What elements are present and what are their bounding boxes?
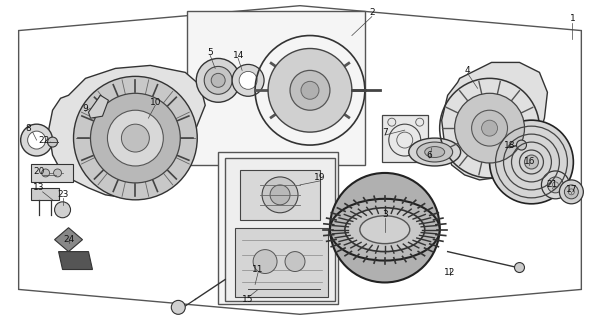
Circle shape [515, 262, 524, 273]
Circle shape [490, 120, 574, 204]
Circle shape [517, 140, 526, 150]
Text: 24: 24 [63, 235, 74, 244]
Circle shape [559, 180, 583, 204]
Circle shape [268, 49, 352, 132]
Circle shape [301, 81, 319, 99]
Text: 12: 12 [444, 268, 455, 277]
Polygon shape [88, 95, 109, 118]
Polygon shape [218, 152, 338, 304]
Circle shape [482, 120, 497, 136]
Circle shape [547, 177, 563, 193]
Polygon shape [225, 158, 335, 301]
Circle shape [196, 59, 240, 102]
Circle shape [47, 137, 58, 147]
Text: 21: 21 [547, 180, 558, 189]
Polygon shape [31, 164, 73, 182]
Ellipse shape [425, 147, 445, 157]
Polygon shape [187, 11, 365, 165]
Text: 4: 4 [465, 66, 470, 75]
Text: 3: 3 [382, 210, 388, 219]
Ellipse shape [417, 142, 452, 162]
Circle shape [55, 202, 71, 218]
Polygon shape [55, 228, 83, 252]
Circle shape [211, 73, 225, 87]
Text: 20: 20 [33, 167, 44, 176]
Polygon shape [442, 62, 547, 180]
Circle shape [565, 185, 578, 199]
Circle shape [204, 67, 232, 94]
Circle shape [239, 71, 257, 89]
Polygon shape [235, 228, 328, 297]
Circle shape [171, 300, 185, 314]
Ellipse shape [409, 138, 461, 166]
Circle shape [28, 131, 46, 149]
Text: 9: 9 [83, 104, 88, 113]
Text: 23: 23 [57, 190, 68, 199]
Circle shape [121, 124, 149, 152]
Text: 2: 2 [369, 8, 374, 17]
Text: 7: 7 [382, 128, 388, 137]
Circle shape [472, 110, 508, 146]
Circle shape [20, 124, 53, 156]
Text: 16: 16 [524, 157, 535, 166]
Circle shape [253, 250, 277, 274]
Circle shape [41, 169, 50, 177]
Text: 15: 15 [242, 295, 254, 304]
Text: 11: 11 [253, 265, 264, 274]
Circle shape [290, 70, 330, 110]
Circle shape [53, 169, 62, 177]
Circle shape [330, 173, 440, 283]
Text: 6: 6 [427, 150, 433, 160]
Circle shape [262, 177, 298, 213]
Circle shape [74, 76, 197, 200]
Text: 17: 17 [566, 185, 577, 194]
Ellipse shape [360, 216, 410, 244]
Text: 5: 5 [208, 48, 213, 57]
Polygon shape [49, 65, 205, 198]
Ellipse shape [345, 208, 425, 252]
Circle shape [232, 64, 264, 96]
Circle shape [91, 93, 180, 183]
Text: 18: 18 [504, 140, 515, 149]
Polygon shape [59, 252, 92, 269]
Circle shape [541, 171, 569, 199]
Circle shape [524, 155, 538, 169]
Text: 22: 22 [38, 136, 49, 145]
Text: 10: 10 [149, 98, 161, 107]
Text: 19: 19 [314, 173, 326, 182]
Circle shape [107, 110, 163, 166]
Text: 14: 14 [232, 51, 244, 60]
Text: 1: 1 [569, 14, 575, 23]
Text: 8: 8 [26, 124, 32, 132]
Ellipse shape [330, 199, 440, 260]
Circle shape [455, 93, 524, 163]
Polygon shape [31, 188, 59, 200]
Circle shape [270, 185, 290, 205]
Text: 13: 13 [33, 183, 44, 192]
Polygon shape [382, 115, 428, 162]
Polygon shape [240, 170, 320, 220]
Circle shape [285, 252, 305, 271]
